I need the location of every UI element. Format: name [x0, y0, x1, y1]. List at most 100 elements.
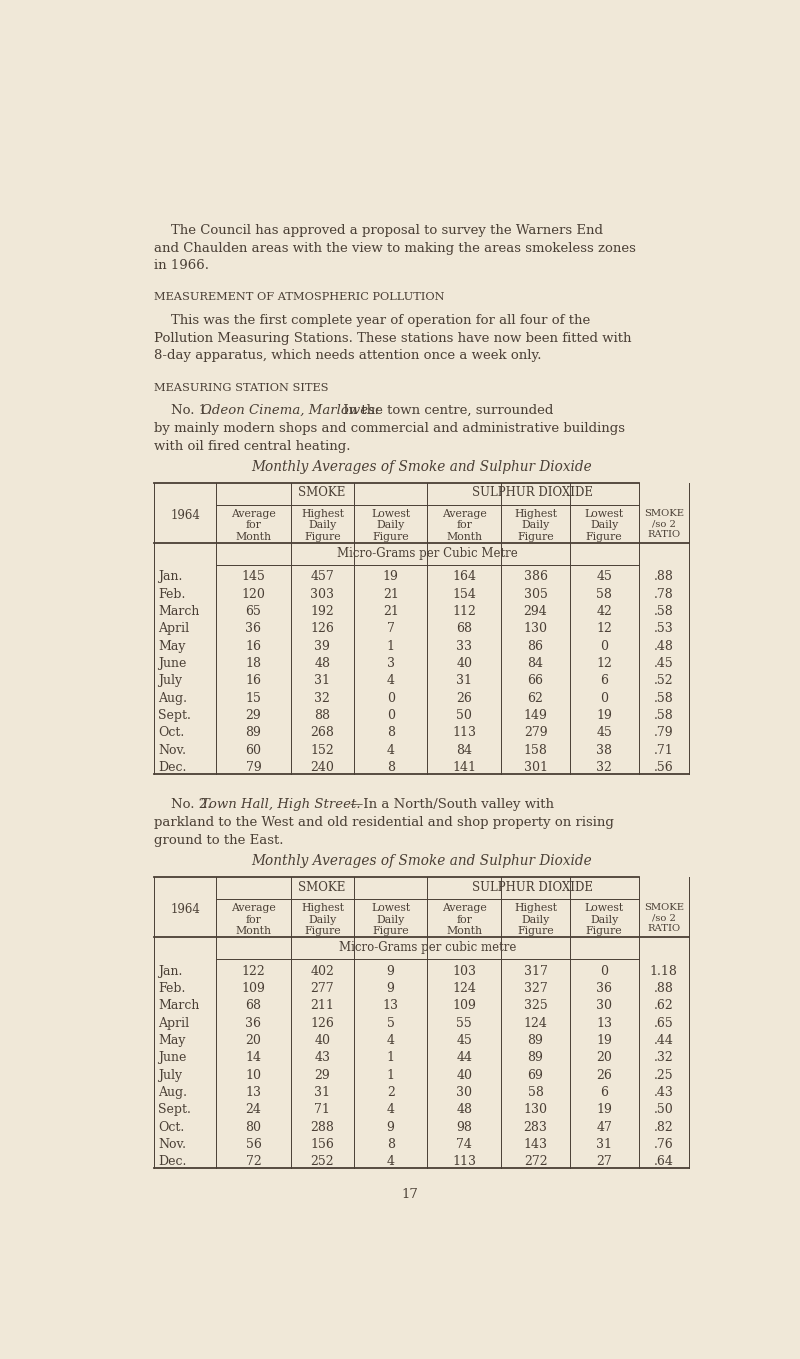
Text: SMOKE: SMOKE: [298, 881, 346, 894]
Text: SMOKE: SMOKE: [298, 487, 346, 500]
Text: ground to the East.: ground to the East.: [154, 834, 284, 847]
Text: 4: 4: [386, 674, 394, 688]
Text: 13: 13: [382, 999, 398, 1012]
Text: 0: 0: [600, 692, 608, 705]
Text: Micro-Grams per Cubic Metre: Micro-Grams per Cubic Metre: [337, 546, 518, 560]
Text: .45: .45: [654, 656, 674, 670]
Text: 30: 30: [596, 999, 612, 1012]
Text: Town Hall, High Street.: Town Hall, High Street.: [201, 798, 360, 811]
Text: 18: 18: [246, 656, 262, 670]
Text: Highest
Daily
Figure: Highest Daily Figure: [514, 508, 557, 542]
Text: 58: 58: [596, 587, 612, 601]
Text: March: March: [158, 605, 199, 618]
Text: 31: 31: [314, 1086, 330, 1099]
Text: 72: 72: [246, 1155, 262, 1169]
Text: 15: 15: [246, 692, 262, 705]
Text: June: June: [158, 656, 186, 670]
Text: 192: 192: [310, 605, 334, 618]
Text: Average
for
Month: Average for Month: [442, 508, 486, 542]
Text: .78: .78: [654, 587, 674, 601]
Text: MEASURING STATION SITES: MEASURING STATION SITES: [154, 382, 329, 393]
Text: 325: 325: [524, 999, 547, 1012]
Text: 272: 272: [524, 1155, 547, 1169]
Text: 143: 143: [523, 1137, 547, 1151]
Text: 1964: 1964: [170, 902, 200, 916]
Text: 14: 14: [246, 1052, 262, 1064]
Text: 1: 1: [386, 640, 394, 652]
Text: 65: 65: [246, 605, 262, 618]
Text: parkland to the West and old residential and shop property on rising: parkland to the West and old residential…: [154, 815, 614, 829]
Text: 158: 158: [524, 743, 547, 757]
Text: 50: 50: [456, 709, 472, 722]
Text: .58: .58: [654, 605, 674, 618]
Text: 62: 62: [528, 692, 543, 705]
Text: 40: 40: [456, 656, 472, 670]
Text: 122: 122: [242, 965, 266, 977]
Text: .32: .32: [654, 1052, 674, 1064]
Text: .43: .43: [654, 1086, 674, 1099]
Text: 1: 1: [386, 1052, 394, 1064]
Text: 10: 10: [246, 1068, 262, 1082]
Text: Average
for
Month: Average for Month: [231, 508, 276, 542]
Text: 32: 32: [596, 761, 612, 775]
Text: .52: .52: [654, 674, 674, 688]
Text: June: June: [158, 1052, 186, 1064]
Text: 84: 84: [456, 743, 472, 757]
Text: 1.18: 1.18: [650, 965, 678, 977]
Text: 164: 164: [452, 571, 476, 583]
Text: 126: 126: [310, 1017, 334, 1030]
Text: Lowest
Daily
Figure: Lowest Daily Figure: [585, 508, 624, 542]
Text: .65: .65: [654, 1017, 674, 1030]
Text: 71: 71: [314, 1104, 330, 1116]
Text: 19: 19: [382, 571, 398, 583]
Text: 113: 113: [452, 726, 476, 739]
Text: 47: 47: [596, 1121, 612, 1133]
Text: 294: 294: [524, 605, 547, 618]
Text: 211: 211: [310, 999, 334, 1012]
Text: 31: 31: [596, 1137, 612, 1151]
Text: 68: 68: [246, 999, 262, 1012]
Text: 283: 283: [524, 1121, 547, 1133]
Text: 98: 98: [456, 1121, 472, 1133]
Text: 45: 45: [596, 726, 612, 739]
Text: Highest
Daily
Figure: Highest Daily Figure: [301, 902, 344, 936]
Text: Micro-Grams per cubic metre: Micro-Grams per cubic metre: [338, 940, 516, 954]
Text: 154: 154: [452, 587, 476, 601]
Text: 4: 4: [386, 1104, 394, 1116]
Text: No. 1.: No. 1.: [154, 404, 220, 417]
Text: 43: 43: [314, 1052, 330, 1064]
Text: 86: 86: [527, 640, 543, 652]
Text: 8-day apparatus, which needs attention once a week only.: 8-day apparatus, which needs attention o…: [154, 349, 542, 363]
Text: 130: 130: [523, 1104, 547, 1116]
Text: 84: 84: [527, 656, 543, 670]
Text: Jan.: Jan.: [158, 571, 182, 583]
Text: 402: 402: [310, 965, 334, 977]
Text: Oct.: Oct.: [158, 726, 184, 739]
Text: 33: 33: [456, 640, 472, 652]
Text: .88: .88: [654, 983, 674, 995]
Text: 42: 42: [596, 605, 612, 618]
Text: 80: 80: [246, 1121, 262, 1133]
Text: 0: 0: [386, 692, 394, 705]
Text: 16: 16: [246, 674, 262, 688]
Text: 6: 6: [600, 1086, 608, 1099]
Text: 120: 120: [242, 587, 266, 601]
Text: Lowest
Daily
Figure: Lowest Daily Figure: [371, 508, 410, 542]
Text: Average
for
Month: Average for Month: [442, 902, 486, 936]
Text: 88: 88: [314, 709, 330, 722]
Text: In the town centre, surrounded: In the town centre, surrounded: [338, 404, 553, 417]
Text: 66: 66: [527, 674, 543, 688]
Text: Nov.: Nov.: [158, 1137, 186, 1151]
Text: May: May: [158, 640, 186, 652]
Text: 6: 6: [600, 674, 608, 688]
Text: 48: 48: [314, 656, 330, 670]
Text: 386: 386: [523, 571, 547, 583]
Text: 9: 9: [386, 1121, 394, 1133]
Text: 36: 36: [246, 1017, 262, 1030]
Text: April: April: [158, 622, 190, 636]
Text: 68: 68: [456, 622, 472, 636]
Text: Average
for
Month: Average for Month: [231, 902, 276, 936]
Text: 141: 141: [452, 761, 476, 775]
Text: 252: 252: [310, 1155, 334, 1169]
Text: 89: 89: [246, 726, 262, 739]
